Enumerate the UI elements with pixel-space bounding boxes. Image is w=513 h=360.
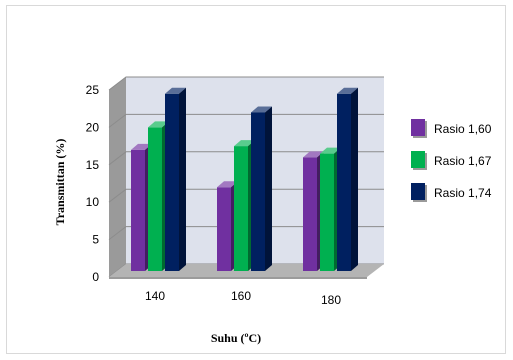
x-tick-label: 140	[145, 289, 165, 303]
bar-front	[234, 146, 248, 271]
gridline	[108, 226, 384, 240]
bar-side	[351, 87, 358, 272]
y-tick-label: 25	[86, 83, 100, 97]
gridline	[108, 113, 384, 128]
bars	[131, 87, 358, 272]
bar-front	[131, 149, 145, 271]
bar-side	[265, 106, 272, 271]
legend-swatch	[411, 119, 425, 136]
bar-front	[148, 127, 162, 272]
legend-item: Rasio 1,67	[411, 151, 492, 170]
x-axis-title: Suhu (ºC)	[211, 331, 261, 345]
legend-label: Rasio 1,60	[434, 122, 492, 136]
y-tick-label: 15	[86, 158, 100, 172]
legend-item: Rasio 1,74	[411, 183, 492, 202]
bar	[165, 87, 186, 272]
legend-swatch	[411, 151, 425, 168]
y-axis-title: Transmittan (%)	[53, 139, 67, 226]
bar-front	[251, 112, 265, 271]
y-tick-label: 5	[92, 233, 99, 247]
bar	[251, 106, 272, 271]
x-tick-label: 160	[231, 289, 251, 303]
gridline	[108, 76, 384, 91]
bar	[337, 87, 358, 272]
legend-label: Rasio 1,67	[434, 154, 492, 168]
gridline	[108, 188, 384, 203]
gridline	[108, 151, 384, 166]
bar-front	[165, 93, 179, 272]
bar-front	[320, 153, 334, 271]
y-tick-label: 0	[92, 270, 99, 284]
bar-front	[303, 157, 317, 271]
y-tick-labels: 0 5 10 15 20 25	[86, 83, 100, 284]
legend-label: Rasio 1,74	[434, 186, 492, 200]
legend-item: Rasio 1,60	[411, 119, 492, 138]
y-tick-label: 10	[86, 195, 100, 209]
y-tick-label: 20	[86, 120, 100, 134]
floor-edge	[109, 277, 367, 279]
bar-front	[217, 187, 231, 271]
bar-front	[337, 93, 351, 272]
side-wall	[109, 77, 126, 277]
bar-side	[179, 87, 186, 272]
legend-swatch	[411, 183, 425, 200]
x-tick-labels: 140 160 180	[145, 289, 341, 307]
x-tick-label: 180	[321, 293, 341, 307]
legend: Rasio 1,60 Rasio 1,67 Rasio 1,74	[411, 119, 492, 202]
